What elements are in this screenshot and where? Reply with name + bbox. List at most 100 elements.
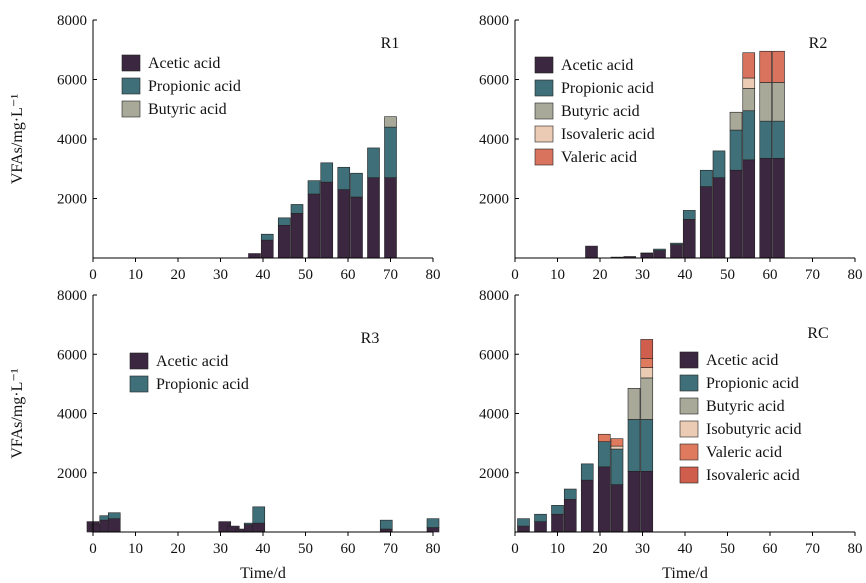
bar-propionic-acid [597, 441, 611, 468]
legend-swatch [679, 443, 699, 461]
x-tick-label: 70 [805, 541, 820, 557]
legend-swatch [129, 375, 149, 393]
bar-propionic-acid [260, 233, 274, 241]
legend-swatch [121, 54, 141, 72]
legend-swatch [121, 100, 141, 118]
x-tick-label: 70 [805, 267, 820, 283]
x-tick-label: 20 [593, 267, 608, 283]
bar-acetic-acid [350, 196, 363, 259]
bar-acetic-acid [670, 244, 683, 259]
bar-propionic-acid [337, 166, 351, 190]
y-tick-label: 2000 [57, 192, 87, 208]
panel-r2: 0 10 20 30 40 50 60 70 80 2000 4000 6000 8000 R2 Aceti… [479, 13, 863, 283]
x-tick-label: 60 [763, 541, 778, 557]
x-tick-label: 10 [128, 267, 143, 283]
bar-propionic-acid [384, 126, 397, 178]
x-tick-label: 20 [593, 541, 608, 557]
panel-r3: 0 10 20 30 40 50 60 70 80 2000 4000 6000 8000 VFAs/mg… [9, 288, 441, 582]
x-tick-label: 30 [213, 541, 228, 557]
bar-acetic-acid [729, 169, 743, 259]
bar-butyric-acid [729, 111, 743, 131]
bar-propionic-acid [670, 242, 683, 245]
bar-acetic-acid [426, 527, 440, 533]
bars [248, 116, 397, 259]
bars [517, 339, 654, 533]
legend-label: Isovaleric acid [706, 467, 800, 484]
bar-acetic-acid [367, 177, 380, 259]
x-tick-label: 60 [341, 267, 356, 283]
legend-swatch [679, 466, 699, 484]
bar-propionic-acid [712, 150, 726, 178]
legend-swatch [534, 148, 554, 166]
x-tick-label: 10 [550, 267, 565, 283]
bar-acetic-acid [653, 250, 666, 259]
legend-swatch [534, 79, 554, 97]
y-tick-label: 8000 [57, 13, 87, 29]
x-tick-label: 40 [256, 541, 271, 557]
legend-label: Valeric acid [561, 149, 637, 166]
bar-propionic-acid [640, 252, 654, 254]
bar-acetic-acid [384, 177, 397, 259]
bar-propionic-acid [640, 419, 654, 472]
x-tick-label: 40 [678, 541, 693, 557]
bar-acetic-acid [337, 189, 351, 259]
bar-propionic-acid [367, 147, 380, 178]
y-tick-label: 6000 [57, 347, 87, 363]
legend-label: Isovaleric acid [561, 126, 655, 143]
bar-acetic-acid [277, 224, 291, 259]
bar-propionic-acid [610, 448, 624, 485]
bar-acetic-acid [640, 470, 654, 533]
legend-label: Acetic acid [706, 352, 778, 369]
x-tick-label: 50 [298, 541, 313, 557]
bar-butyric-acid [759, 82, 773, 122]
legend: Acetic acid Propionic acid Butyric acid [121, 54, 241, 118]
legend-label: Acetic acid [156, 353, 228, 370]
panel-rc: 0 10 20 30 40 50 60 70 80 2000 4000 6000 8000 Time/d R… [479, 288, 863, 582]
legend-label: Butyric acid [148, 101, 227, 118]
bar-acetic-acid [610, 484, 624, 533]
y-tick-label: 6000 [479, 347, 509, 363]
y-tick-label: 2000 [479, 466, 509, 482]
x-tick-label: 70 [383, 267, 398, 283]
x-tick-label: 20 [171, 541, 186, 557]
bar-valeric-acid [759, 50, 773, 83]
x-tick-label: 30 [635, 541, 650, 557]
y-axis-title: VFAs/mg·L⁻¹ [9, 368, 26, 458]
legend-swatch [679, 420, 699, 438]
panel-label: R2 [809, 35, 828, 52]
y-tick-label: 8000 [479, 13, 509, 29]
bar-propionic-acid [290, 204, 304, 214]
y-tick-label: 4000 [479, 132, 509, 148]
bar-propionic-acid [772, 120, 785, 159]
panel-r1: 0 10 20 30 40 50 60 70 80 2000 4000 6000 8000 VFAs/mg… [9, 13, 441, 283]
bar-isovaleric-acid [742, 77, 756, 89]
legend-label: Propionic acid [561, 80, 654, 97]
bar-valeric-acid [772, 50, 785, 83]
bars [86, 506, 440, 533]
bar-propionic-acid [426, 518, 440, 528]
bar-butyric-acid [384, 116, 397, 128]
x-tick-label: 60 [763, 267, 778, 283]
bar-propionic-acid [682, 210, 696, 220]
y-tick-label: 4000 [479, 407, 509, 423]
bar-propionic-acid [534, 513, 547, 522]
x-tick-label: 50 [720, 267, 735, 283]
x-tick-label: 50 [298, 267, 313, 283]
bar-acetic-acid [585, 245, 598, 259]
bar-acetic-acid [772, 158, 785, 259]
y-tick-label: 2000 [479, 192, 509, 208]
legend-label: Butyric acid [561, 103, 640, 120]
bar-butyric-acid [640, 377, 654, 420]
y-tick-label: 2000 [57, 466, 87, 482]
x-tick-label: 40 [256, 267, 271, 283]
bar-propionic-acid [729, 129, 743, 171]
legend-swatch [679, 351, 699, 369]
y-tick-label: 4000 [57, 407, 87, 423]
bar-propionic-acid [653, 248, 666, 251]
legend-swatch [679, 374, 699, 392]
bar-acetic-acid [742, 159, 756, 259]
bar-acetic-acid [597, 466, 611, 533]
legend-label: Isobutyric acid [706, 421, 802, 438]
x-tick-label: 0 [511, 541, 519, 557]
bar-acetic-acid [699, 186, 713, 259]
